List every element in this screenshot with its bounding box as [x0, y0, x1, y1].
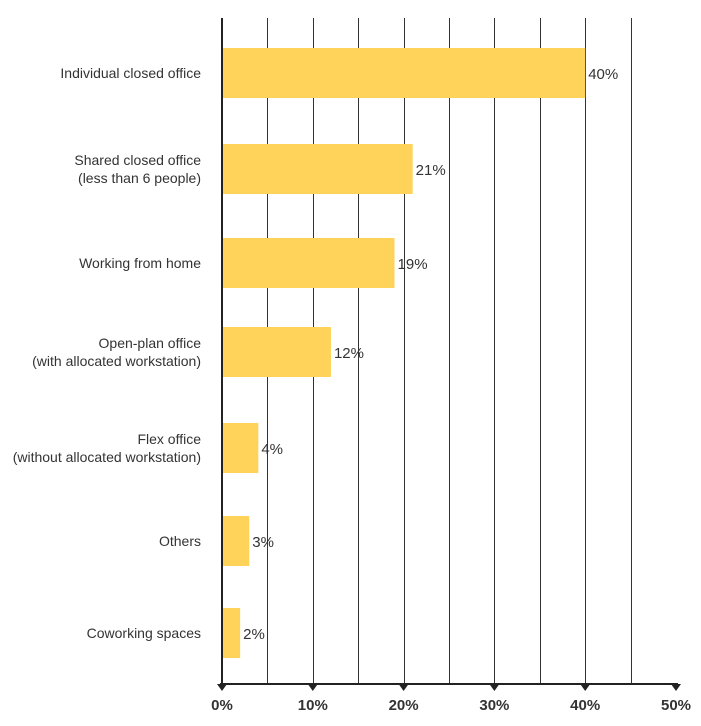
value-labels: 40% 21% 19% 12% 4% 3% 2%	[243, 66, 618, 643]
category-label: Shared closed office	[74, 152, 201, 168]
value-label: 4%	[261, 441, 283, 458]
tick-label: 50%	[661, 697, 691, 714]
tick-mark	[489, 684, 500, 691]
x-axis: 0% 10% 20% 30% 40% 50%	[211, 18, 691, 714]
bar	[222, 516, 250, 566]
tick-mark	[580, 684, 591, 691]
category-label: (less than 6 people)	[78, 170, 201, 186]
value-label: 2%	[243, 626, 265, 643]
gridlines	[267, 18, 632, 684]
category-label: (without allocated workstation)	[13, 449, 201, 465]
value-label: 3%	[252, 534, 274, 551]
category-label: Open-plan office	[99, 335, 202, 351]
tick-label: 0%	[211, 697, 233, 714]
category-labels: Individual closed office Shared closed of…	[13, 65, 202, 641]
category-label: Working from home	[79, 255, 201, 271]
bar	[222, 327, 331, 377]
tick-label: 10%	[298, 697, 328, 714]
tick-mark	[307, 684, 318, 691]
category-label: Others	[159, 533, 201, 549]
bar	[222, 144, 413, 194]
value-label: 12%	[334, 345, 364, 362]
bar	[222, 608, 241, 658]
tick-mark	[217, 684, 227, 691]
category-label: Flex office	[137, 431, 201, 447]
tick-label: 20%	[389, 697, 419, 714]
category-label: Coworking spaces	[87, 625, 201, 641]
value-label: 21%	[416, 162, 446, 179]
bar	[222, 238, 395, 288]
tick-label: 40%	[570, 697, 600, 714]
bar	[222, 48, 586, 98]
bars	[222, 48, 586, 658]
value-label: 40%	[588, 66, 618, 83]
bar	[222, 423, 259, 473]
category-label: (with allocated workstation)	[32, 353, 201, 369]
tick-label: 30%	[479, 697, 509, 714]
value-label: 19%	[398, 256, 428, 273]
tick-mark	[398, 684, 409, 691]
tick-mark	[671, 684, 681, 691]
category-label: Individual closed office	[60, 65, 201, 81]
